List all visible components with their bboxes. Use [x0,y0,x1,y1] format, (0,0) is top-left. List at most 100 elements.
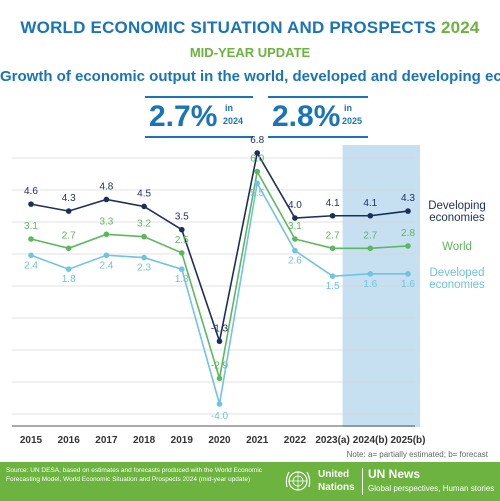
developing-economies-value-4: 3.5 [175,212,189,223]
world-value-3: 3.2 [137,219,151,230]
world-point-3 [141,233,147,240]
x-tick-label-4: 2019 [171,435,194,446]
world-point-1 [65,245,72,252]
world-value-10: 2.8 [401,228,415,239]
world-value-7: 3.1 [288,221,302,232]
developing-economies-point-7 [292,215,298,221]
x-tick-label-5: 2020 [208,435,231,446]
x-tick-label-1: 2016 [58,435,81,446]
world-value-4: 2.5 [175,235,189,246]
developed-economies-point-2 [103,252,110,259]
developed-economies-value-5: -4.0 [211,411,229,422]
developing-economies-point-4 [179,226,185,233]
developing-economies-value-3: 4.5 [137,188,151,199]
developed-economies-value-3: 2.3 [137,263,151,274]
x-tick-label-9: 2024(b) [353,435,388,446]
footer: Source: UN DESA, based on estimates and … [0,462,500,501]
world-legend-label-0: World [442,241,472,253]
x-tick-label-10: 2025(b) [390,435,425,446]
developing-economies-value-7: 4.0 [288,200,302,211]
developing-economies-legend-label-0: Developing [428,200,486,212]
stat-2025-year: 2025 [342,116,363,126]
main-title-year: 2024 [440,18,480,37]
developed-economies-point-0 [28,252,34,259]
stat-2024-in: in [225,103,233,113]
developing-economies-value-0: 4.6 [24,186,38,197]
world-point-9 [367,245,374,252]
developing-economies-value-8: 4.1 [326,198,340,209]
developed-economies-point-4 [179,266,185,273]
developing-economies-point-9 [367,212,374,219]
x-tick-label-3: 2018 [133,435,156,446]
x-tick-label-7: 2022 [284,435,307,446]
un-name: United Nations [318,468,358,494]
world-value-8: 2.7 [326,230,340,241]
developing-economies-value-6: 6.8 [250,135,264,146]
x-tick-label-2: 2017 [95,435,118,446]
developing-economies-value-9: 4.1 [363,198,377,209]
developing-economies-value-1: 4.3 [62,193,76,204]
subtitle: MID-YEAR UPDATE [189,45,311,60]
world-value-6: 6.0 [250,154,264,165]
developing-economies-value-2: 4.8 [99,181,113,192]
source-note: Source: UN DESA, based on estimates and … [6,467,263,483]
main-title-text: WORLD ECONOMIC SITUATION AND PROSPECTS [20,18,437,37]
developing-economies-value-5: -1.3 [211,323,229,334]
world-value-1: 2.7 [62,230,76,241]
x-tick-label-0: 2015 [20,435,43,446]
developed-economies-point-10 [405,271,411,277]
developing-economies-point-5 [216,338,223,345]
world-point-10 [405,243,411,249]
world-point-6 [254,168,260,175]
developed-economies-value-7: 2.6 [288,256,302,267]
stat-2025: 2.8% in 2025 [268,96,368,138]
developed-economies-point-8 [329,273,336,279]
stat-2025-in: in [344,103,352,113]
developed-economies-point-3 [141,254,147,261]
world-point-2 [103,231,110,238]
developed-economies-value-6: 5.5 [250,188,264,199]
footer-divider [362,468,363,495]
stat-2024-year: 2024 [223,116,244,126]
developed-economies-value-4: 1.8 [175,274,189,285]
developing-economies-point-1 [65,208,72,214]
developed-economies-point-5 [216,401,223,407]
developed-economies-value-10: 1.6 [401,279,415,290]
developed-economies-legend-label-1: economies [429,279,485,291]
world-value-9: 2.7 [363,230,377,241]
developing-economies-point-2 [103,196,110,203]
un-name-line2: Nations [318,482,355,493]
developed-economies-value-9: 1.6 [363,279,377,290]
world-point-7 [292,236,298,242]
developed-economies-value-0: 2.4 [24,260,38,271]
world-value-2: 3.3 [99,216,113,227]
developing-economies-point-0 [28,201,34,207]
un-news-label: UN News [368,467,421,481]
un-emblem-icon [285,471,311,491]
developed-economies-point-1 [65,266,72,273]
developing-economies-point-10 [405,208,411,214]
chart-note: Note: a= partially estimated; b= forecas… [347,450,489,459]
developed-economies-point-9 [367,271,374,277]
world-point-8 [329,245,336,252]
world-point-0 [28,236,34,242]
chart-title: Growth of economic output in the world, … [0,68,500,85]
developing-economies-point-6 [254,150,260,156]
main-title: WORLD ECONOMIC SITUATION AND PROSPECTS 2… [0,18,500,38]
developing-economies-value-10: 4.3 [401,193,415,204]
un-name-line1: United [318,469,350,480]
developed-economies-value-8: 1.5 [326,281,340,292]
world-value-5: -2.9 [211,360,229,371]
x-tick-label-6: 2021 [246,435,269,446]
developing-economies-point-3 [141,203,147,210]
developing-economies-point-8 [329,212,336,219]
stat-2024-value: 2.7% [149,100,218,133]
un-news-tagline: Global perspectives, Human stories [368,484,495,493]
developed-economies-legend-label-0: Developed [430,267,485,279]
x-tick-label-8: 2023(a) [315,435,349,446]
world-value-0: 3.1 [24,221,38,232]
stat-2024: 2.7% in 2024 [145,96,253,138]
stat-2025-value: 2.8% [272,100,341,133]
